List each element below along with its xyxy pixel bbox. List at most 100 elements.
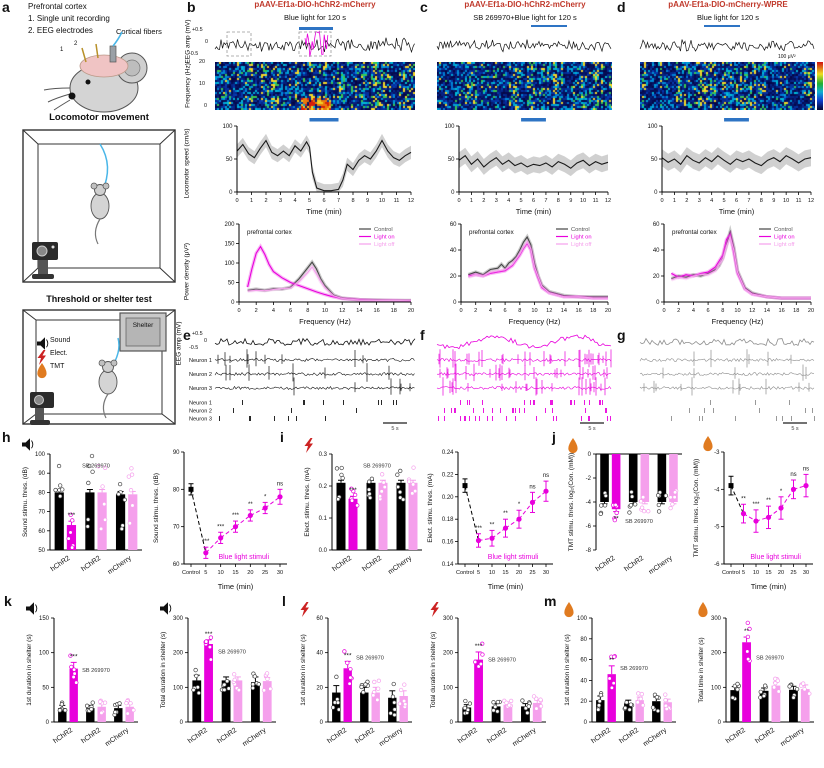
panel-l-label: l <box>282 593 286 609</box>
svg-text:100: 100 <box>444 124 455 130</box>
svg-text:300: 300 <box>443 616 454 622</box>
svg-text:9: 9 <box>569 198 572 204</box>
svg-text:hChR2: hChR2 <box>50 555 72 573</box>
svg-text:hChR2: hChR2 <box>457 727 479 745</box>
svg-text:SB 269970: SB 269970 <box>218 649 246 655</box>
svg-text:200: 200 <box>173 651 184 657</box>
svg-text:20: 20 <box>408 308 414 314</box>
svg-text:8: 8 <box>518 308 521 314</box>
svg-text:4: 4 <box>489 308 492 314</box>
svg-text:hChR2: hChR2 <box>80 555 102 573</box>
svg-text:10: 10 <box>580 198 586 204</box>
svg-text:SB 269970: SB 269970 <box>363 463 391 469</box>
svg-text:40: 40 <box>450 248 457 254</box>
spectrogram-b <box>215 62 415 110</box>
panel-m-label: m <box>544 593 557 609</box>
svg-text:16: 16 <box>575 308 581 314</box>
svg-text:60: 60 <box>38 529 45 535</box>
power-density-axis-label: Power density (μV²) <box>183 242 191 301</box>
svg-text:Light off: Light off <box>774 242 795 248</box>
svg-text:7: 7 <box>337 198 340 204</box>
tmt-total-time-chart: 0 100 200 300 ** hChR2 hChR2 mCherry SB 269970 To… <box>696 598 818 764</box>
panel-c-label: c <box>420 0 428 15</box>
svg-text:18: 18 <box>391 308 397 314</box>
svg-text:12: 12 <box>605 198 611 204</box>
svg-text:20: 20 <box>653 274 660 280</box>
svg-text:-2: -2 <box>586 476 592 482</box>
spectrogram-c <box>437 62 612 110</box>
cortical-fibers-text: Cortical fibers <box>116 27 162 36</box>
sound-threshold-time-chart: 60 70 80 90 Control 5 10 15 20 25 30 *** *** *** ** * ns… <box>150 434 296 592</box>
svg-text:Time (min): Time (min) <box>516 207 552 216</box>
svg-text:SB 269970: SB 269970 <box>625 519 653 525</box>
svg-text:100: 100 <box>39 651 50 657</box>
svg-text:2: 2 <box>685 198 688 204</box>
svg-text:0: 0 <box>656 300 660 306</box>
svg-text:TMT stimu. thres. log₂(Con. (m: TMT stimu. thres. log₂(Con. (mM)) <box>568 453 575 551</box>
sound-threshold-bar-chart: 50 60 70 80 90 100 *** hChR2 hChR2 mCherry SB 2699… <box>20 434 146 592</box>
eeg-tick-mid-e: 0 <box>204 338 207 344</box>
svg-text:50: 50 <box>226 157 233 163</box>
svg-text:0: 0 <box>588 452 592 458</box>
sound-icon <box>36 336 49 352</box>
electrode-2-label: 2 <box>74 41 78 47</box>
svg-text:Neuron 2: Neuron 2 <box>189 409 212 415</box>
svg-text:0.0: 0.0 <box>319 548 328 554</box>
svg-text:70: 70 <box>38 510 45 516</box>
svg-text:60: 60 <box>173 562 180 568</box>
svg-text:Blue light stimuli: Blue light stimuli <box>488 554 539 561</box>
svg-text:150: 150 <box>224 242 235 248</box>
svg-text:mCherry: mCherry <box>648 555 674 576</box>
svg-text:Total duration in shelter (s): Total duration in shelter (s) <box>160 632 167 709</box>
svg-text:hChR2: hChR2 <box>595 555 617 573</box>
svg-text:1: 1 <box>470 198 473 204</box>
threshold-shelter-title: Threshold or shelter test <box>46 294 152 304</box>
svg-text:hChR2: hChR2 <box>326 727 348 745</box>
svg-text:***: *** <box>475 643 483 650</box>
svg-text:Light off: Light off <box>571 242 592 248</box>
svg-text:Frequency (Hz): Frequency (Hz) <box>712 317 764 326</box>
svg-text:60: 60 <box>316 616 323 622</box>
svg-text:prefrontal cortex: prefrontal cortex <box>469 229 515 236</box>
svg-text:8: 8 <box>557 198 560 204</box>
eeg-trace-c <box>436 31 612 57</box>
svg-text:0.14: 0.14 <box>442 562 454 568</box>
svg-text:Time (min): Time (min) <box>719 207 755 216</box>
svg-text:mCherry: mCherry <box>378 727 404 748</box>
svg-text:prefrontal cortex: prefrontal cortex <box>672 229 718 236</box>
svg-text:0: 0 <box>654 190 658 196</box>
prefrontal-cortex-text: Prefrontal cortex <box>28 2 87 11</box>
svg-text:hChR2: hChR2 <box>52 727 74 745</box>
svg-text:0: 0 <box>235 198 238 204</box>
tmt-1st-duration-chart: 0 20 40 60 80 100 ** hChR2 hChR2 mCherry SB 269970… <box>562 598 680 764</box>
svg-text:6: 6 <box>707 308 710 314</box>
freq-tick-10: 10 <box>199 81 205 87</box>
svg-text:hChR2: hChR2 <box>80 727 102 745</box>
svg-text:10: 10 <box>753 570 759 576</box>
svg-text:4: 4 <box>710 198 713 204</box>
svg-text:12: 12 <box>749 308 755 314</box>
tmt-legend-label: TMT <box>50 363 65 370</box>
svg-text:-3: -3 <box>714 450 720 456</box>
svg-text:10: 10 <box>734 308 740 314</box>
svg-text:50: 50 <box>42 685 49 691</box>
svg-text:100: 100 <box>222 124 233 130</box>
svg-text:1: 1 <box>250 198 253 204</box>
svg-text:hChR2: hChR2 <box>354 727 376 745</box>
svg-text:0: 0 <box>459 308 462 314</box>
panel-d-label: d <box>617 0 626 15</box>
panel-b-label: b <box>187 0 196 15</box>
panel-k-label: k <box>4 593 12 609</box>
elect-1st-duration-chart: 0 20 40 60 *** hChR2 hChR2 mCherry SB 269970 1st … <box>298 598 416 764</box>
svg-text:***: *** <box>752 502 760 508</box>
svg-text:1st duration in shelter (s): 1st duration in shelter (s) <box>300 634 307 706</box>
svg-text:60: 60 <box>580 658 587 664</box>
svg-text:30: 30 <box>543 570 549 576</box>
svg-text:300: 300 <box>173 616 184 622</box>
eeg-tick-top-e: +0.5 <box>192 331 203 337</box>
svg-text:0.22: 0.22 <box>442 472 454 478</box>
svg-text:5: 5 <box>204 570 207 576</box>
svg-text:-8: -8 <box>586 548 592 554</box>
svg-text:80: 80 <box>580 637 587 643</box>
svg-text:90: 90 <box>173 450 180 456</box>
